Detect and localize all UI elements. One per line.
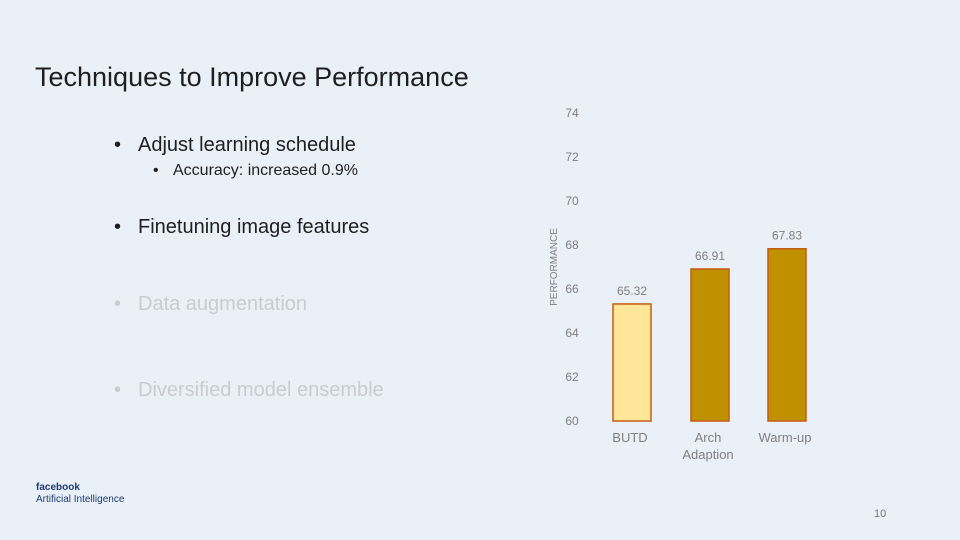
bullet-text: Diversified model ensemble — [138, 379, 384, 401]
x-category-label: Arch — [695, 430, 722, 445]
y-tick-label: 64 — [565, 326, 579, 340]
bullet-text: Adjust learning schedule — [138, 134, 356, 156]
bullet-dot: • — [114, 379, 122, 401]
y-tick-label: 60 — [565, 414, 579, 428]
y-tick-label: 72 — [565, 150, 579, 164]
bullet-dot: • — [114, 293, 122, 315]
y-tick-label: 70 — [565, 194, 579, 208]
bullet-adjust-learning-schedule: • Adjust learning schedule — [114, 134, 356, 157]
bullet-finetuning: • Finetuning image features — [114, 216, 369, 239]
slide-title: Techniques to Improve Performance — [35, 62, 469, 92]
bullet-dot: • — [153, 162, 159, 179]
bar — [612, 303, 652, 422]
bar — [767, 247, 807, 422]
bullet-data-augmentation: • Data augmentation — [114, 293, 307, 316]
bullet-model-ensemble: • Diversified model ensemble — [114, 379, 384, 402]
facebook-ai-logo: facebook Artificial Intelligence — [36, 482, 124, 506]
page-number: 10 — [874, 508, 887, 520]
bullet-dot: • — [114, 134, 122, 156]
bullet-text: Accuracy: increased 0.9% — [173, 162, 358, 179]
bullet-dot: • — [114, 216, 122, 238]
bar-value-label: 67.83 — [772, 229, 802, 243]
logo-line-2: Artificial Intelligence — [36, 494, 125, 505]
bullet-text: Data augmentation — [138, 293, 308, 315]
y-tick-label: 68 — [565, 238, 579, 252]
bar-value-label: 66.91 — [695, 249, 725, 263]
bar — [690, 268, 730, 422]
x-category-label: BUTD — [612, 430, 647, 445]
y-tick-label: 74 — [565, 106, 579, 120]
bar-value-label: 65.32 — [617, 284, 647, 298]
y-tick-label: 62 — [565, 370, 579, 384]
y-tick-label: 66 — [565, 282, 579, 296]
logo-line-1: facebook — [36, 482, 80, 493]
bullet-accuracy: • Accuracy: increased 0.9% — [153, 162, 358, 180]
x-category-label: Adaption — [682, 447, 733, 462]
y-axis-label: PERFORMANCE — [549, 228, 560, 306]
bullet-text: Finetuning image features — [138, 216, 370, 238]
x-category-label: Warm-up — [759, 430, 812, 445]
